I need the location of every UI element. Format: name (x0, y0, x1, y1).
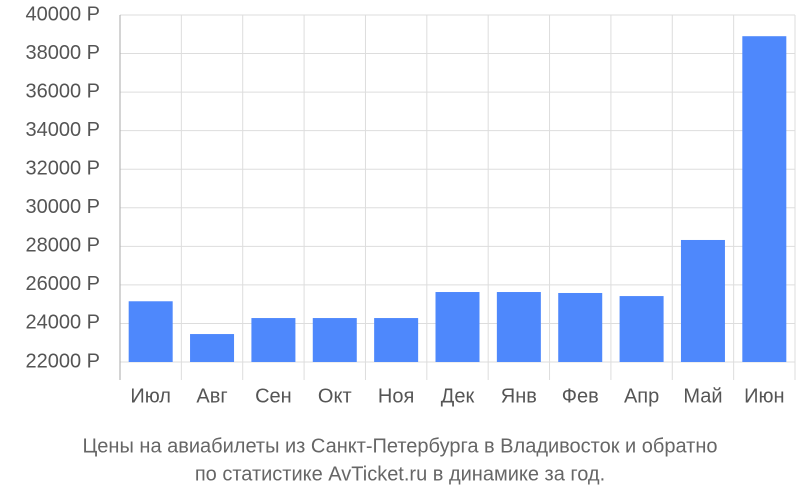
y-tick-label: 24000 Р (25, 312, 100, 334)
bar (190, 334, 235, 362)
x-tick-label: Фев (562, 385, 599, 407)
bar (251, 318, 296, 362)
y-tick-label: 32000 Р (25, 158, 100, 180)
bar (680, 239, 725, 362)
y-tick-label: 40000 Р (25, 3, 100, 25)
y-tick-label: 26000 Р (25, 273, 100, 295)
x-tick-label: Дек (441, 385, 475, 407)
y-tick-label: 28000 Р (25, 235, 100, 257)
y-tick-label: 22000 Р (25, 350, 100, 372)
bar (742, 36, 787, 362)
bar (496, 292, 541, 362)
caption-line: Цены на авиабилеты из Санкт-Петербурга в… (83, 435, 718, 457)
x-tick-label: Апр (624, 385, 659, 407)
bar (128, 301, 173, 362)
y-tick-label: 34000 Р (25, 119, 100, 141)
y-tick-label: 30000 Р (25, 196, 100, 218)
bar (435, 292, 480, 362)
bar (312, 318, 357, 362)
x-tick-label: Сен (255, 385, 292, 407)
x-tick-label: Янв (501, 385, 537, 407)
x-tick-label: Июл (130, 385, 171, 407)
x-tick-label: Окт (318, 385, 352, 407)
caption-line: по статистике AvTicket.ru в динамике за … (195, 463, 605, 485)
bar (374, 318, 419, 362)
x-tick-label: Ноя (378, 385, 414, 407)
x-tick-label: Май (683, 385, 722, 407)
bar (558, 292, 603, 362)
y-tick-label: 36000 Р (25, 80, 100, 102)
y-tick-label: 38000 Р (25, 42, 100, 64)
x-tick-label: Авг (196, 385, 227, 407)
x-tick-label: Июн (744, 385, 784, 407)
bar (619, 296, 664, 362)
